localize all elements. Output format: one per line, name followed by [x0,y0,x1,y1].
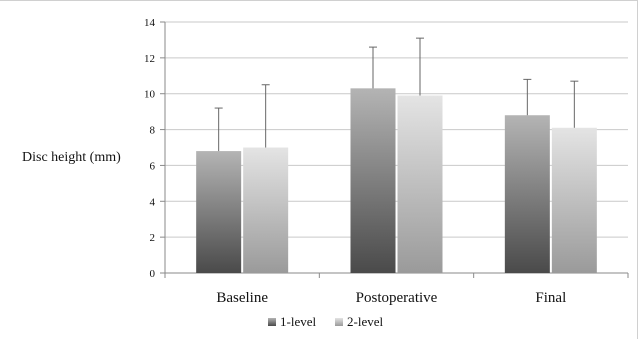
axis-labels: 0 2 4 6 8 10 12 14 Baseline Postoperative Final [144,17,566,306]
legend-label-1-level: 1-level [280,314,316,329]
y-axis-title: Disc height (mm) [22,150,121,165]
x-category-label: Final [535,290,566,306]
legend: 1-level 2-level [268,314,383,329]
y-tick-label: 12 [144,53,155,65]
bars [196,88,597,274]
legend-swatch-2-level [335,318,343,326]
error-bars [214,37,579,152]
bar-1-level-Baseline [196,151,242,273]
legend-label-2-level: 2-level [347,314,383,329]
y-tick-label: 4 [150,196,156,208]
x-category-label: Baseline [216,290,268,306]
frame-top-border [0,0,638,1]
bar-2-level-Postoperative [397,95,443,273]
bar-1-level-Final [504,115,550,273]
y-tick-label: 6 [150,160,156,172]
axes [160,21,629,278]
y-tick-label: 8 [150,125,156,137]
y-tick-label: 0 [150,268,156,280]
x-category-label: Postoperative [356,290,438,306]
legend-swatch-1-level [268,318,276,326]
y-tick-label: 2 [150,232,156,244]
gridlines [165,21,628,238]
y-tick-label: 14 [144,17,156,29]
bar-2-level-Final [551,127,597,274]
bar-2-level-Baseline [243,147,289,273]
y-tick-label: 10 [144,89,156,101]
bar-1-level-Postoperative [350,88,396,273]
